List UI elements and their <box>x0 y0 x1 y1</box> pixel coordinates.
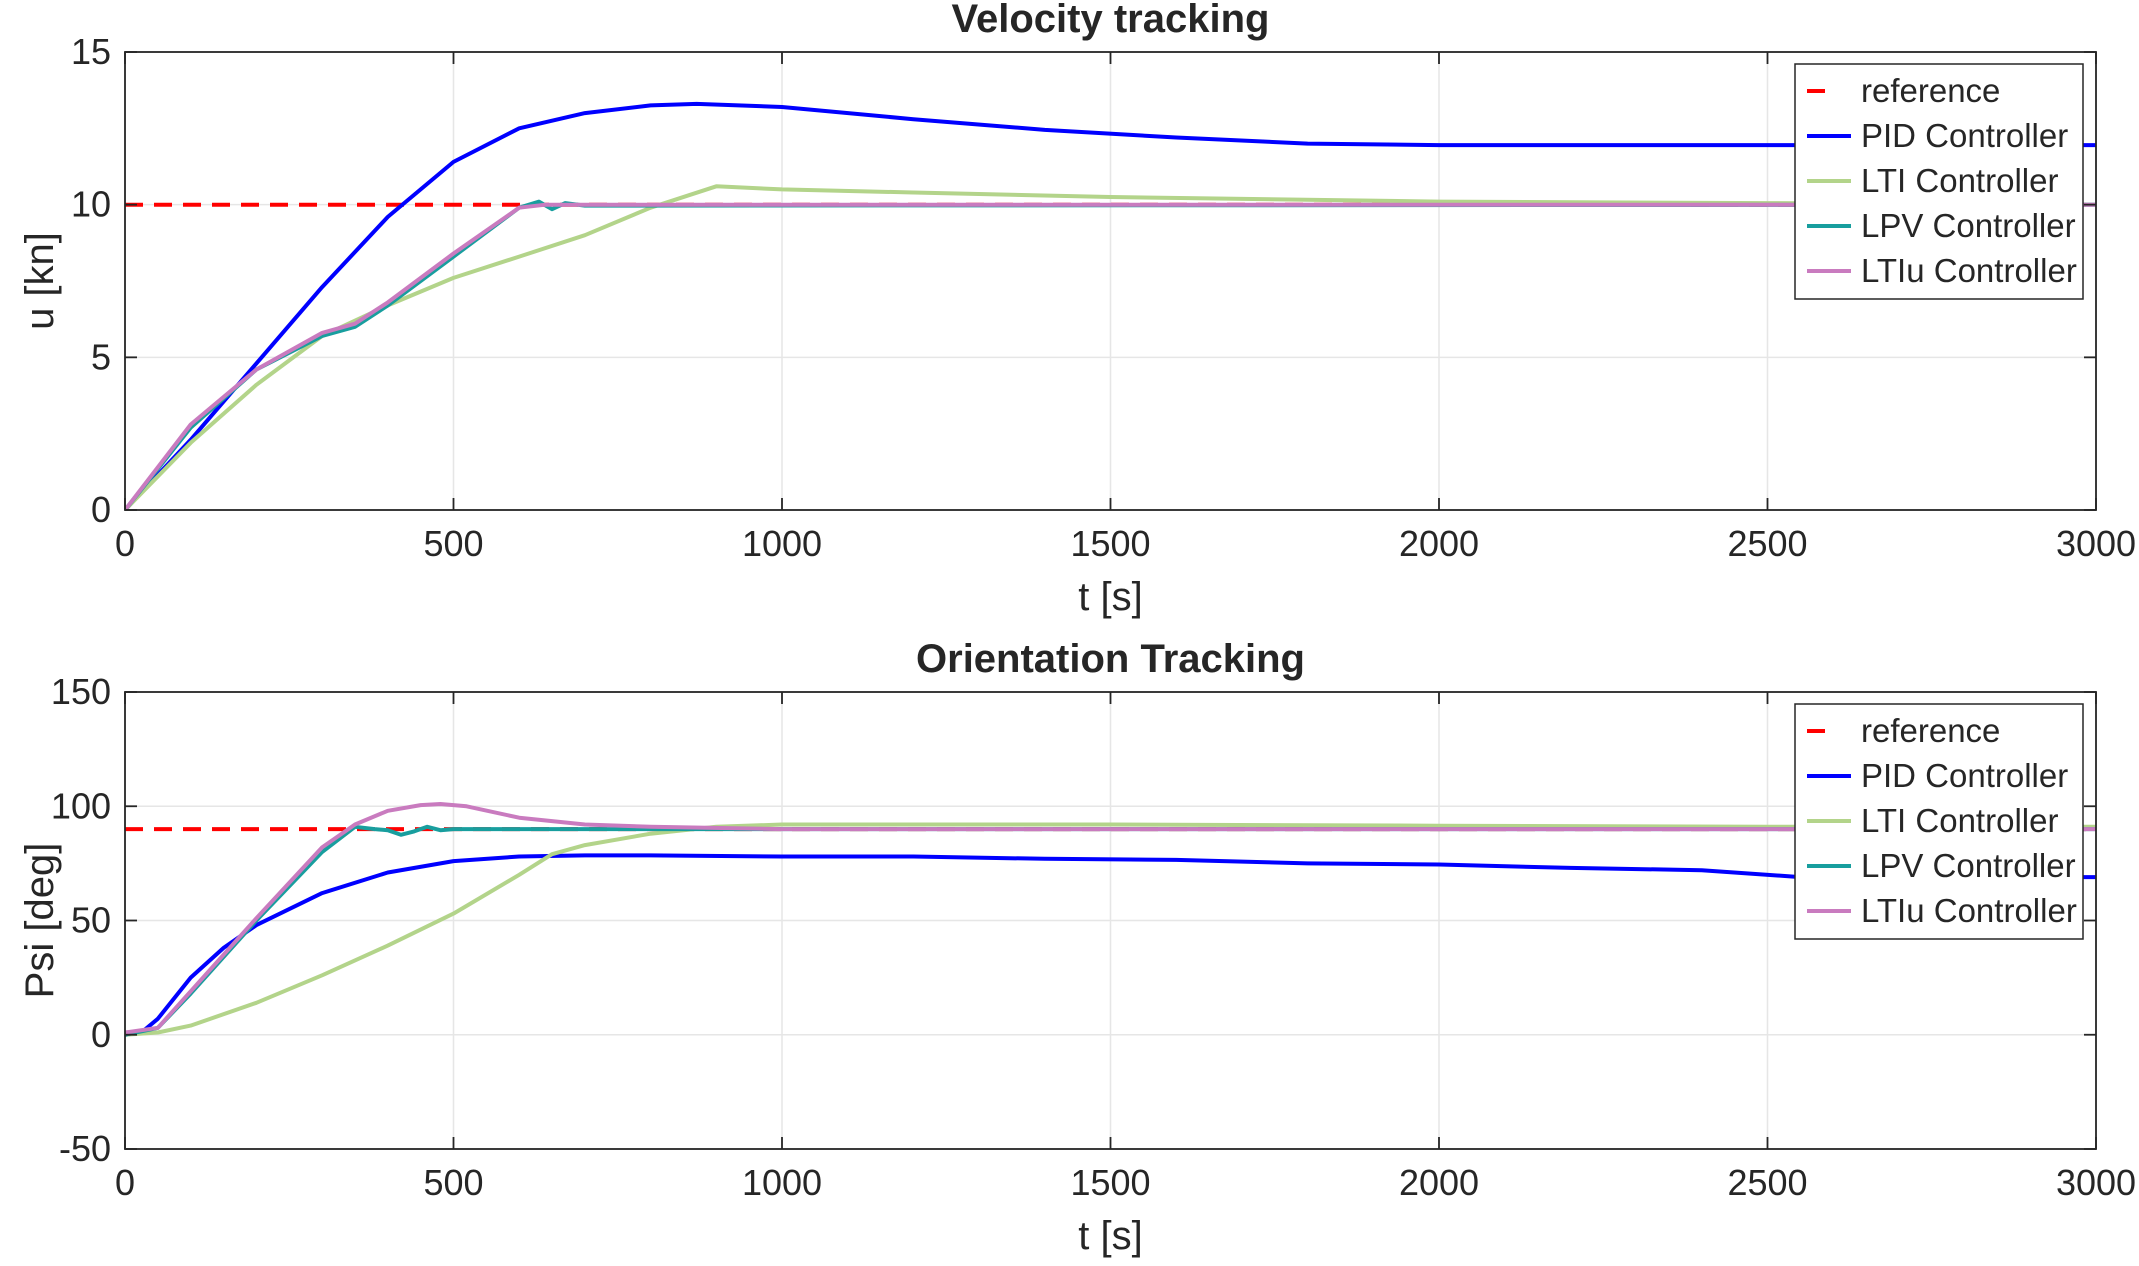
legend-label-reference: reference <box>1861 72 2000 109</box>
x-axis-label: t [s] <box>1078 1214 1142 1258</box>
series-lines <box>125 802 2096 1037</box>
x-tick-label: 3000 <box>2056 523 2136 564</box>
legend-label-lti-controller: LTI Controller <box>1861 162 2058 199</box>
legend-label-lpv-controller: LPV Controller <box>1861 207 2076 244</box>
series-line-ltiu-controller <box>125 202 2096 510</box>
x-tick-label: 1000 <box>742 523 822 564</box>
x-tick-label: 500 <box>423 1162 483 1203</box>
x-tick-label: 0 <box>115 1162 135 1203</box>
velocity-chart: 0 500 1000 1500 2000 2500 3000 0 5 10 15 Velocity t… <box>18 0 2136 619</box>
legend-label-lti-controller: LTI Controller <box>1861 802 2058 839</box>
orientation-chart: 0 500 1000 1500 2000 2500 3000-50050100150Orie… <box>18 637 2136 1258</box>
legend-label-pid-controller: PID Controller <box>1861 117 2068 154</box>
x-tick-label: 1500 <box>1070 1162 1150 1203</box>
y-tick-label: 50 <box>71 900 111 941</box>
x-tick-label: 2500 <box>1727 523 1807 564</box>
y-tick-label: 15 <box>71 31 111 72</box>
series-line-ltiu-controller <box>125 802 2096 1035</box>
chart-title: Orientation Tracking <box>916 637 1305 681</box>
chart-title: Velocity tracking <box>952 0 1270 41</box>
x-tick-label: 500 <box>423 523 483 564</box>
legend-label-ltiu-controller: LTIu Controller <box>1861 892 2077 929</box>
x-tick-label: 3000 <box>2056 1162 2136 1203</box>
series-lines <box>125 101 2096 510</box>
legend: reference PID Controller LTI Controller LPV… <box>1794 703 2084 940</box>
legend: reference PID Controller LTI Controller LPV… <box>1794 63 2084 300</box>
x-tick-label: 1500 <box>1070 523 1150 564</box>
legend-label-ltiu-controller: LTIu Controller <box>1861 252 2077 289</box>
x-tick-label: 2500 <box>1727 1162 1807 1203</box>
y-tick-label: 100 <box>51 785 111 826</box>
y-tick-label: 10 <box>71 184 111 225</box>
x-axis-label: t [s] <box>1078 575 1142 619</box>
y-tick-label: 150 <box>51 671 111 712</box>
x-tick-label: 2000 <box>1399 523 1479 564</box>
legend-label-pid-controller: PID Controller <box>1861 757 2068 794</box>
x-tick-label: 1000 <box>742 1162 822 1203</box>
y-tick-label: -50 <box>59 1128 111 1169</box>
y-tick-label: 5 <box>91 336 111 377</box>
y-tick-label: 0 <box>91 1014 111 1055</box>
y-tick-label: 0 <box>91 489 111 530</box>
legend-label-reference: reference <box>1861 712 2000 749</box>
series-line-pid-controller <box>125 853 2096 1037</box>
y-axis-label: Psi [deg] <box>18 843 62 999</box>
series-line-lti-controller <box>125 822 2096 1037</box>
x-tick-label: 2000 <box>1399 1162 1479 1203</box>
legend-label-lpv-controller: LPV Controller <box>1861 847 2076 884</box>
series-line-lti-controller <box>125 184 2096 510</box>
series-line-pid-controller <box>125 101 2096 510</box>
y-axis-label: u [kn] <box>18 232 62 330</box>
x-tick-label: 0 <box>115 523 135 564</box>
